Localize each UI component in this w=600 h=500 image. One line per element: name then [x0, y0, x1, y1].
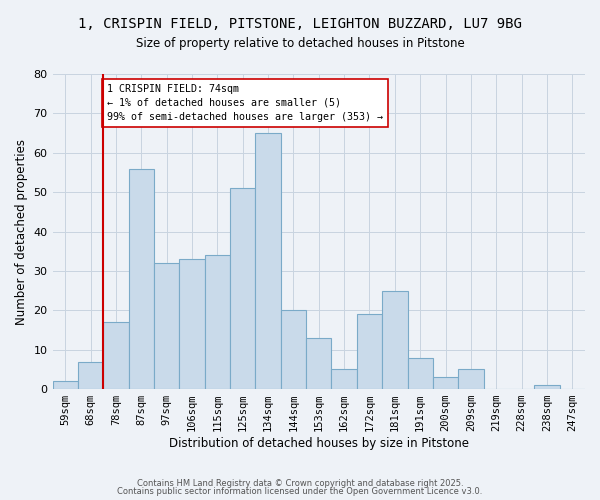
Bar — [179, 259, 205, 389]
Bar — [534, 385, 560, 389]
Bar — [128, 168, 154, 389]
Text: 1 CRISPIN FIELD: 74sqm
← 1% of detached houses are smaller (5)
99% of semi-detac: 1 CRISPIN FIELD: 74sqm ← 1% of detached … — [107, 84, 383, 122]
Bar — [458, 370, 484, 389]
Bar — [256, 133, 281, 389]
Bar — [382, 290, 407, 389]
Bar — [53, 381, 78, 389]
Text: Contains HM Land Registry data © Crown copyright and database right 2025.: Contains HM Land Registry data © Crown c… — [137, 478, 463, 488]
Y-axis label: Number of detached properties: Number of detached properties — [15, 138, 28, 324]
Bar — [433, 378, 458, 389]
Bar — [78, 362, 103, 389]
Bar — [205, 255, 230, 389]
Bar — [230, 188, 256, 389]
Bar — [154, 263, 179, 389]
Bar — [281, 310, 306, 389]
Text: Size of property relative to detached houses in Pitstone: Size of property relative to detached ho… — [136, 38, 464, 51]
Bar — [306, 338, 331, 389]
Bar — [357, 314, 382, 389]
Bar — [331, 370, 357, 389]
Text: 1, CRISPIN FIELD, PITSTONE, LEIGHTON BUZZARD, LU7 9BG: 1, CRISPIN FIELD, PITSTONE, LEIGHTON BUZ… — [78, 18, 522, 32]
X-axis label: Distribution of detached houses by size in Pitstone: Distribution of detached houses by size … — [169, 437, 469, 450]
Bar — [407, 358, 433, 389]
Bar — [103, 322, 128, 389]
Text: Contains public sector information licensed under the Open Government Licence v3: Contains public sector information licen… — [118, 487, 482, 496]
